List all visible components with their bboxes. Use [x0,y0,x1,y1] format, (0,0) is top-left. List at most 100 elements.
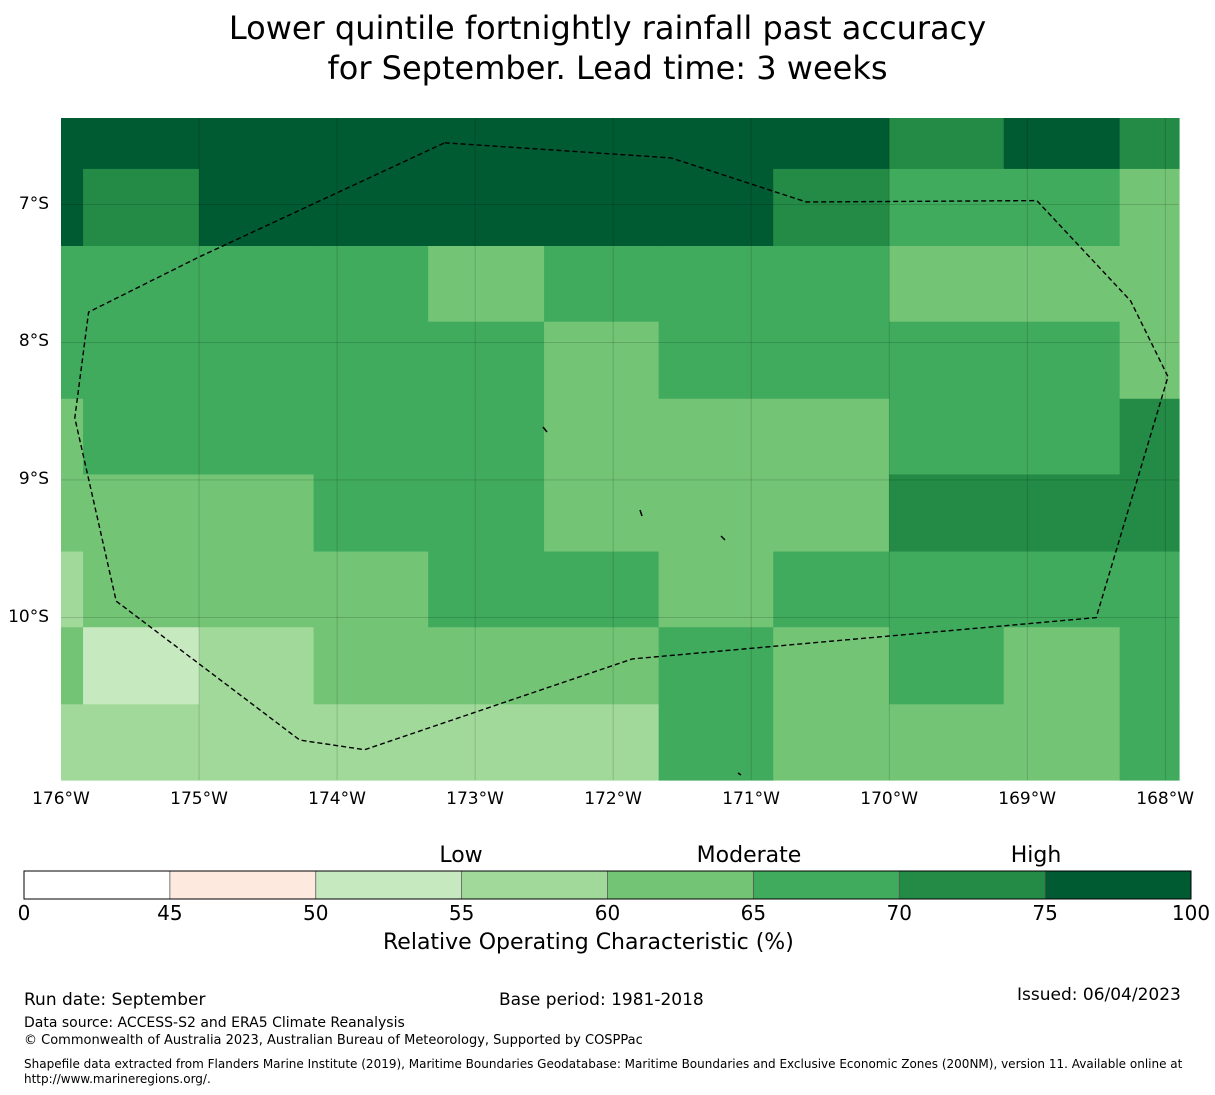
colorbar-tick-label: 65 [740,901,767,925]
heatmap-cell-r2-c5 [544,245,660,323]
x-tick-label: 170°W [860,789,919,809]
heatmap-cell-r5-c0 [61,474,84,553]
heatmap-cell-r2-c7 [773,245,890,323]
colorbar-tick-label: 0 [17,901,31,925]
heatmap-cell-r3-c10 [1119,321,1180,400]
heatmap-cell-r1-c5 [544,168,660,247]
heatmap-cell-r2-c8 [889,245,1005,323]
base-period: Base period: 1981-2018 [499,990,704,1010]
heatmap-cell-r4-c2 [199,398,315,476]
eez-boundary-line [74,142,1169,751]
y-tick-label: 7°S [18,193,49,214]
heatmap-cell-r3-c0 [61,321,84,400]
x-tick-label: 172°W [584,789,642,809]
heatmap-cell-r6-c5 [544,551,660,628]
heatmap-cell-r2-c3 [313,245,429,323]
heatmap-cell-r3-c5 [544,321,660,400]
colorbar-tick-label: 70 [886,901,912,925]
run-date: Run date: September [24,990,206,1010]
heatmap-cell-r2-c10 [1119,245,1180,323]
heatmap-cell-r5-c6 [658,474,774,553]
heatmap-cell-r0-c3 [313,118,429,170]
heatmap-cell-r4-c9 [1003,398,1121,476]
island-mark [542,426,548,433]
heatmap-cell-r7-c6 [658,627,774,705]
heatmap-cell-r5-c1 [83,474,200,553]
heatmap-cell-r0-c0 [61,118,84,170]
heatmap-cell-r5-c5 [544,474,660,553]
heatmap-cell-r5-c4 [428,474,545,553]
x-tick-label: 169°W [998,789,1057,809]
heatmap-cell-r8-c1 [83,704,200,781]
heatmap-cell-r3-c7 [773,321,890,400]
y-tick-label: 8°S [18,331,49,352]
heatmap-cell-r5-c7 [773,474,890,553]
colorbar-segment-6 [899,871,1046,899]
heatmap-cell-r8-c2 [199,704,315,781]
heatmap-cell-r3-c4 [428,321,545,400]
heatmap-cell-r0-c6 [658,118,774,170]
heatmap-cell-r1-c1 [83,168,200,247]
colorbar-segment-7 [1045,871,1191,899]
heatmap-cell-r0-c5 [544,118,660,170]
heatmap-cell-r0-c4 [428,118,545,170]
colorbar-category-label: High [1010,843,1062,868]
heatmap-cell-r8-c5 [544,704,660,781]
heatmap-cell-r7-c9 [1003,627,1121,705]
heatmap-cell-r8-c9 [1003,704,1121,781]
colorbar-segment-3 [461,871,608,899]
x-tick-label: 174°W [308,789,366,809]
heatmap-cell-r1-c9 [1003,168,1121,247]
shapefile-credit-line2: http://www.marineregions.org/. [24,1072,211,1086]
heatmap-cell-r3-c1 [83,321,200,400]
heatmap-cell-r7-c10 [1119,627,1180,705]
issued-date: Issued: 06/04/2023 [1017,985,1181,1005]
heatmap-cell-r1-c6 [658,168,774,247]
heatmap-cell-r6-c9 [1003,551,1121,628]
copyright: © Commonwealth of Australia 2023, Austra… [24,1033,643,1048]
shapefile-credit-line1: Shapefile data extracted from Flanders M… [24,1057,1183,1071]
x-tick-label: 168°W [1136,789,1195,809]
heatmap-cell-r8-c3 [313,704,429,781]
heatmap-cell-r8-c7 [773,704,890,781]
heatmap-cell-r6-c10 [1119,551,1180,628]
chart-title-line1: Lower quintile fortnightly rainfall past… [228,9,987,47]
heatmap-cell-r1-c8 [889,168,1005,247]
heatmap-cell-r4-c4 [428,398,545,476]
heatmap-cell-r0-c8 [889,118,1005,170]
heatmap-cell-r7-c8 [889,627,1005,705]
heatmap-cell-r7-c1 [83,627,200,705]
colorbar-tick-label: 75 [1032,901,1058,925]
colorbar-category-label: Moderate [696,843,802,868]
heatmap-cell-r2-c0 [61,245,84,323]
heatmap-cell-r2-c6 [658,245,774,323]
colorbar-segment-4 [607,871,754,899]
heatmap-cell-r8-c6 [658,704,774,781]
heatmap-cell-r7-c2 [199,627,315,705]
colorbar-segment-5 [753,871,900,899]
heatmap-cell-r7-c3 [313,627,429,705]
x-tick-label: 173°W [446,789,504,809]
heatmap-cell-r7-c4 [428,627,545,705]
heatmap-cell-r6-c8 [889,551,1005,628]
chart-title-line2: for September. Lead time: 3 weeks [327,49,888,87]
heatmap-cell-r1-c10 [1119,168,1180,247]
island-mark [737,772,742,776]
heatmap-cell-r5-c2 [199,474,315,553]
colorbar-segment-0 [24,871,170,899]
heatmap-cell-r6-c1 [83,551,200,628]
heatmap-cell-r6-c2 [199,551,315,628]
heatmap-cell-r5-c9 [1003,474,1121,553]
heatmap-cell-r4-c3 [313,398,429,476]
heatmap-cell-r6-c4 [428,551,545,628]
heatmap-cell-r0-c1 [83,118,200,170]
colorbar-title: Relative Operating Characteristic (%) [383,930,794,955]
heatmap-cell-r1-c3 [313,168,429,247]
heatmap-cell-r7-c5 [544,627,660,705]
colorbar-segment-1 [169,871,316,899]
heatmap-cell-r1-c7 [773,168,890,247]
heatmap-cell-r5-c10 [1119,474,1180,553]
heatmap-cell-r4-c8 [889,398,1005,476]
heatmap-cell-r4-c5 [544,398,660,476]
